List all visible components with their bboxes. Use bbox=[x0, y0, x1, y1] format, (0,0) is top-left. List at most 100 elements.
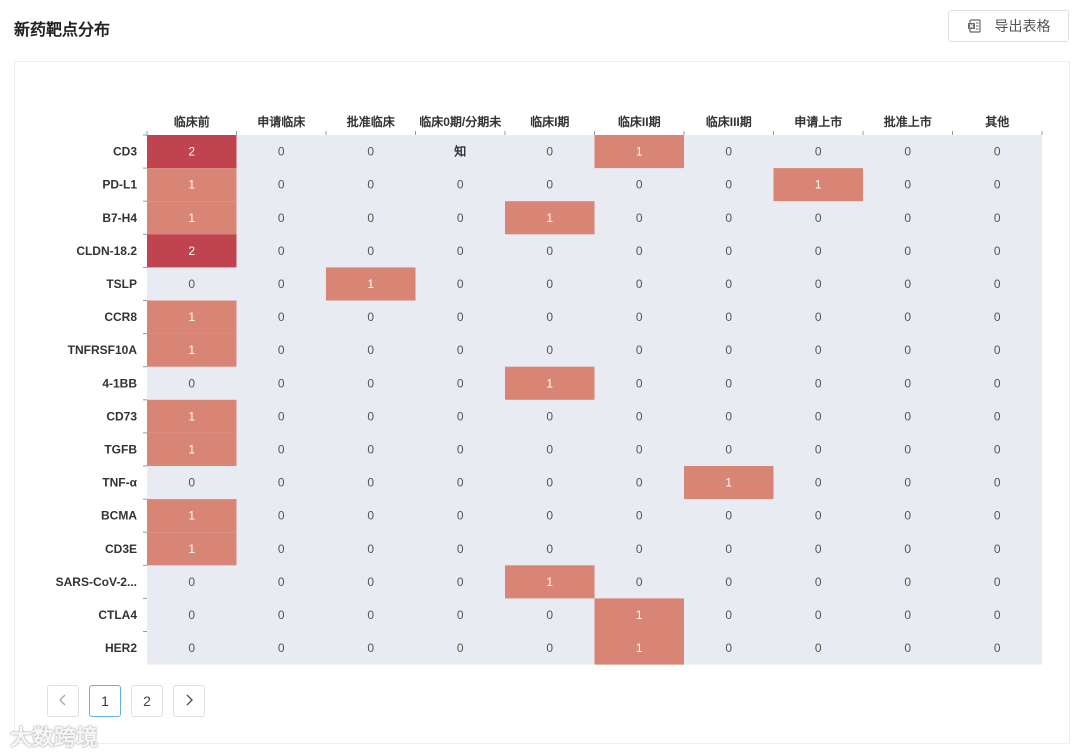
cell-value-label: 0 bbox=[278, 211, 285, 225]
cell-value-label: 0 bbox=[904, 442, 911, 456]
y-tick-label: CD73 bbox=[106, 409, 137, 423]
heatmap-cell bbox=[147, 499, 237, 533]
cell-value-label: 0 bbox=[994, 244, 1001, 258]
cell-value-label: 0 bbox=[367, 608, 374, 622]
cell-value-label: 0 bbox=[188, 575, 195, 589]
x-tick-label: 申请临床 bbox=[257, 114, 306, 129]
page-button-1[interactable]: 1 bbox=[89, 685, 121, 717]
cell-value-label: 0 bbox=[278, 178, 285, 192]
next-page-button[interactable] bbox=[173, 685, 205, 717]
x-tick-label: 批准上市 bbox=[884, 114, 932, 129]
cell-value-label: 0 bbox=[367, 442, 374, 456]
x-tick-label: 其他 bbox=[985, 114, 1009, 129]
cell-value-label: 1 bbox=[546, 211, 553, 225]
cell-value-label: 0 bbox=[994, 476, 1001, 490]
cell-value-label: 0 bbox=[725, 608, 732, 622]
cell-value-label: 0 bbox=[367, 575, 374, 589]
excel-icon bbox=[967, 19, 981, 33]
cell-value-label: 0 bbox=[904, 608, 911, 622]
cell-value-label: 0 bbox=[904, 409, 911, 423]
cell-value-label: 0 bbox=[725, 310, 732, 324]
cell-value-label: 0 bbox=[904, 244, 911, 258]
x-label-overflow: 知 bbox=[453, 144, 466, 159]
cell-value-label: 0 bbox=[994, 509, 1001, 523]
cell-value-label: 0 bbox=[457, 641, 464, 655]
cell-value-label: 0 bbox=[367, 542, 374, 556]
cell-value-label: 0 bbox=[546, 343, 553, 357]
cell-value-label: 0 bbox=[904, 277, 911, 291]
cell-value-label: 0 bbox=[367, 409, 374, 423]
heatmap-panel: 临床前 申请临床 批准临床 临床0期/分期未 临床I期 临床II期 临床III期 申请上市 批准… bbox=[14, 61, 1070, 744]
y-tick-label: TNFRSF10A bbox=[68, 343, 138, 357]
x-tick-label: 批准临床 bbox=[347, 114, 396, 129]
cell-value-label: 0 bbox=[367, 641, 374, 655]
heatmap-cell bbox=[147, 300, 237, 334]
cell-value-label: 0 bbox=[904, 376, 911, 390]
heatmap-cell bbox=[147, 135, 237, 169]
cell-value-label: 0 bbox=[457, 244, 464, 258]
cell-value-label: 0 bbox=[278, 442, 285, 456]
y-tick-label: CD3E bbox=[105, 542, 137, 556]
cell-value-label: 0 bbox=[367, 310, 374, 324]
y-tick-label: B7-H4 bbox=[102, 211, 137, 225]
cell-value-label: 0 bbox=[815, 211, 822, 225]
cell-value-label: 0 bbox=[725, 145, 732, 159]
page-title: 新药靶点分布 bbox=[14, 22, 111, 39]
heatmap-cell bbox=[684, 466, 774, 500]
watermark-logo: 大数跨境 bbox=[10, 725, 99, 750]
cell-value-label: 0 bbox=[278, 145, 285, 159]
heatmap-chart: 临床前 申请临床 批准临床 临床0期/分期未 临床I期 临床II期 临床III期 申请上市 批准… bbox=[56, 114, 1043, 665]
y-tick-label: CLDN-18.2 bbox=[76, 244, 137, 258]
cell-value-label: 0 bbox=[904, 343, 911, 357]
cell-value-label: 0 bbox=[994, 343, 1001, 357]
y-tick-label: TNF-α bbox=[102, 476, 137, 490]
cell-value-label: 0 bbox=[994, 608, 1001, 622]
cell-value-label: 0 bbox=[725, 178, 732, 192]
cell-value-label: 0 bbox=[904, 178, 911, 192]
prev-page-button[interactable] bbox=[47, 685, 79, 717]
cell-value-label: 1 bbox=[546, 575, 553, 589]
cell-value-label: 0 bbox=[904, 509, 911, 523]
cell-value-label: 0 bbox=[636, 376, 643, 390]
cell-value-label: 0 bbox=[994, 409, 1001, 423]
cell-value-label: 0 bbox=[725, 211, 732, 225]
cell-value-label: 1 bbox=[188, 178, 195, 192]
cell-value-label: 1 bbox=[636, 145, 643, 159]
cell-value-label: 0 bbox=[188, 608, 195, 622]
cell-value-label: 0 bbox=[636, 542, 643, 556]
cell-value-label: 0 bbox=[815, 476, 822, 490]
cell-value-label: 0 bbox=[546, 409, 553, 423]
y-tick-label: HER2 bbox=[105, 641, 137, 655]
cell-value-label: 0 bbox=[815, 376, 822, 390]
y-tick-label: CD3 bbox=[113, 145, 137, 159]
cell-value-label: 0 bbox=[278, 310, 285, 324]
cell-value-label: 0 bbox=[457, 509, 464, 523]
cell-value-label: 0 bbox=[994, 178, 1001, 192]
cell-value-label: 0 bbox=[636, 476, 643, 490]
cell-value-label: 0 bbox=[278, 244, 285, 258]
heatmap-cell bbox=[505, 201, 595, 235]
cell-value-label: 0 bbox=[636, 277, 643, 291]
cell-value-label: 0 bbox=[636, 211, 643, 225]
cell-value-label: 0 bbox=[188, 641, 195, 655]
cell-value-label: 0 bbox=[815, 409, 822, 423]
cell-value-label: 0 bbox=[546, 641, 553, 655]
heatmap-cell bbox=[147, 399, 237, 433]
heatmap-cell bbox=[594, 631, 684, 665]
cell-value-label: 0 bbox=[725, 641, 732, 655]
heatmap-cell bbox=[505, 565, 595, 599]
cell-value-label: 0 bbox=[636, 442, 643, 456]
heatmap-cell bbox=[147, 168, 237, 202]
y-tick-label: TGFB bbox=[104, 442, 137, 456]
cell-value-label: 0 bbox=[904, 310, 911, 324]
export-table-button[interactable]: 导出表格 bbox=[948, 10, 1069, 42]
cell-value-label: 0 bbox=[188, 277, 195, 291]
cell-value-label: 0 bbox=[457, 442, 464, 456]
page-button-2[interactable]: 2 bbox=[131, 685, 163, 717]
cell-value-label: 0 bbox=[815, 145, 822, 159]
export-label: 导出表格 bbox=[994, 18, 1051, 34]
cell-value-label: 0 bbox=[367, 509, 374, 523]
heatmap-cell bbox=[326, 267, 416, 301]
cell-value-label: 0 bbox=[725, 277, 732, 291]
y-tick-label: TSLP bbox=[106, 277, 137, 291]
